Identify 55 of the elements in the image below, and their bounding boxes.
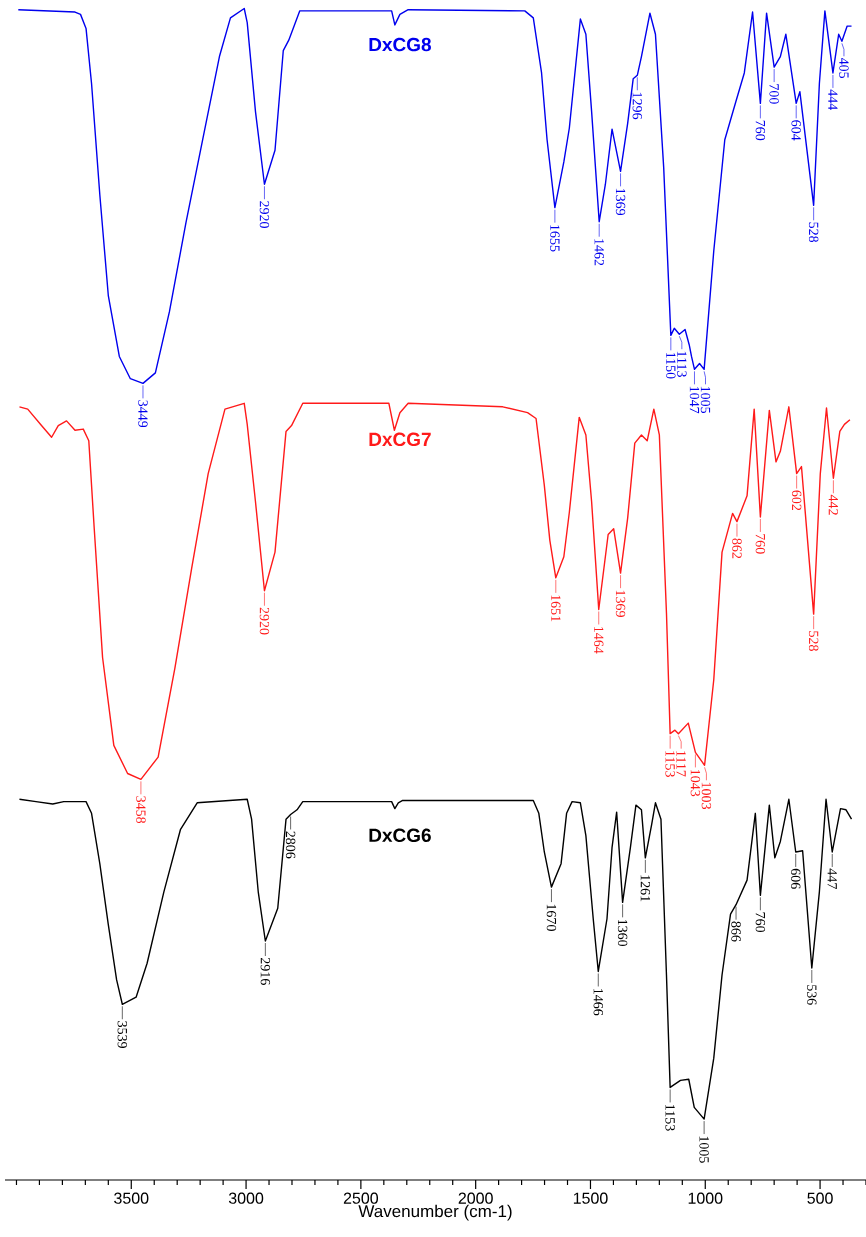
annotation: 602 <box>791 490 802 511</box>
x-tick-label: 3500 <box>114 1192 149 1204</box>
annotation: 1655 <box>550 225 560 252</box>
x-tick-label: 1000 <box>688 1192 723 1204</box>
annotation: 1369 <box>615 590 626 617</box>
annotation: 3449 <box>138 400 148 428</box>
annotation: 3458 <box>136 796 146 824</box>
annotation: 1043 <box>690 769 701 797</box>
annotation: 862 <box>732 538 742 559</box>
x-tick-label: 1500 <box>573 1192 608 1204</box>
annotation: 760 <box>755 120 766 141</box>
annotation: 1150 <box>666 352 676 379</box>
annotation: 536 <box>807 985 817 1005</box>
x-tick-label: 500 <box>807 1192 833 1204</box>
annotation: 1670 <box>546 904 557 931</box>
annotation: 528 <box>808 631 819 651</box>
series-label: DxCG8 <box>369 37 431 52</box>
annotation: 1113 <box>677 351 687 377</box>
annotation: 442 <box>828 494 839 515</box>
annotation: 1153 <box>665 751 675 777</box>
annotation: 1047 <box>689 386 700 414</box>
annotation: 1296 <box>632 92 643 120</box>
annotation: 3539 <box>117 1021 128 1048</box>
annotation: 760 <box>755 534 766 554</box>
annotation: 760 <box>755 912 766 933</box>
annotation: 405 <box>839 57 849 79</box>
annotation: 444 <box>828 89 838 111</box>
annotation: 1117 <box>676 751 686 777</box>
annotation: 2806 <box>285 831 296 859</box>
annotation: 1464 <box>594 627 604 654</box>
x-tick-label: 3000 <box>228 1192 264 1204</box>
annotation: 1466 <box>593 988 603 1016</box>
x-tick-label: 2500 <box>343 1192 379 1204</box>
annotation: 604 <box>791 120 801 141</box>
annotation: 1360 <box>617 919 628 947</box>
x-tick-label: 2000 <box>458 1192 493 1204</box>
annotation: 1462 <box>594 239 604 266</box>
annotation: 700 <box>769 84 779 104</box>
series-label: DxCG6 <box>369 828 431 843</box>
annotation: 606 <box>791 868 801 889</box>
annotation: 1005 <box>700 386 711 414</box>
annotation: 2920 <box>259 201 270 228</box>
annotation: 1153 <box>665 1104 675 1131</box>
annotation: 1003 <box>701 782 712 810</box>
annotation: 1369 <box>615 188 626 216</box>
annotation: 2920 <box>259 607 270 635</box>
annotation: 1261 <box>640 875 651 902</box>
annotation: 528 <box>808 222 819 243</box>
annotation: 447 <box>827 868 837 889</box>
annotation: 2916 <box>260 957 271 985</box>
annotation: 1005 <box>699 1136 709 1163</box>
annotation: 1651 <box>551 595 561 622</box>
x-axis-title: Wavenumber (cm-1) <box>358 1204 512 1221</box>
series-label: DxCG7 <box>369 432 431 447</box>
annotation: 866 <box>731 921 741 942</box>
